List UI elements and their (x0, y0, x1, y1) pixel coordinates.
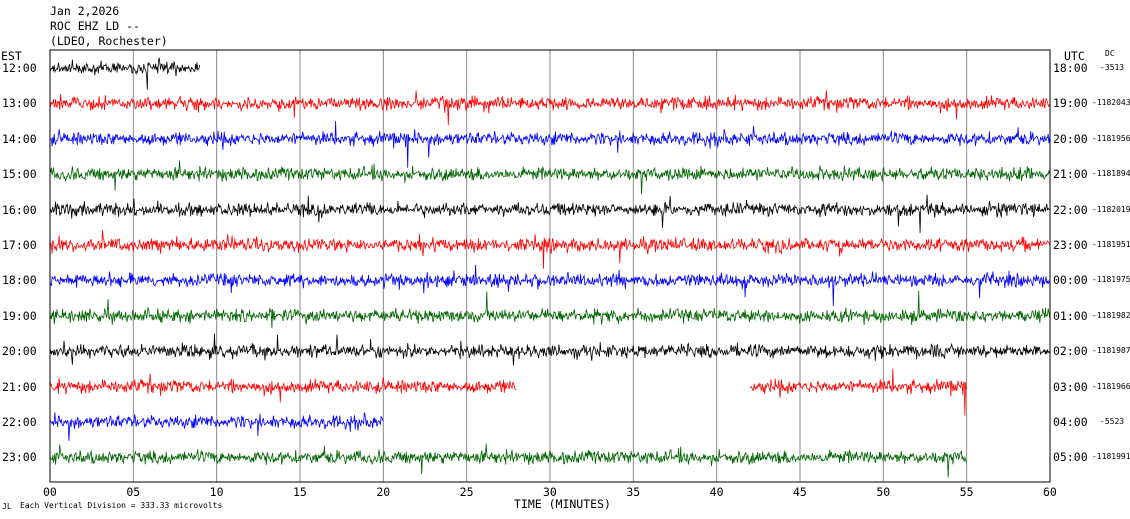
dc-title: DC (1105, 49, 1115, 58)
trace-1400-blue (49, 120, 1050, 168)
row-label-utc: 04:00 (1053, 415, 1088, 429)
trace-2100-red (749, 368, 967, 416)
trace-2200-blue (49, 412, 384, 441)
minute-grid (132, 50, 968, 482)
row-label-dc: -1181966 (1092, 381, 1130, 391)
x-tick-label: 35 (626, 485, 641, 499)
row-label-dc: -3513 (1100, 63, 1125, 72)
row-label-utc: 23:00 (1053, 238, 1088, 252)
x-tick-label: 15 (293, 485, 307, 499)
header-network: (LDEO, Rochester) (50, 34, 168, 49)
row-label-utc: 20:00 (1053, 131, 1088, 146)
x-tick-label: 10 (209, 485, 224, 499)
x-tick-label: 40 (709, 485, 724, 499)
row-label-est: 19:00 (2, 308, 37, 323)
x-tick-label: 55 (959, 485, 974, 499)
row-label-dc: -1181951 (1092, 240, 1130, 249)
row-label-dc: -1181975 (1092, 275, 1130, 285)
row-label-dc: -1181987 (1092, 346, 1130, 356)
x-tick-label: 20 (376, 485, 391, 499)
trace-2300-green (49, 443, 967, 478)
trace-1500-green (49, 160, 1050, 195)
left-axis-title: EST (1, 49, 22, 63)
x-tick-label: 50 (876, 485, 891, 499)
x-tick-label: 45 (793, 485, 807, 499)
row-label-est: 20:00 (2, 344, 37, 359)
row-label-utc: 21:00 (1053, 167, 1088, 182)
row-label-est: 15:00 (2, 167, 37, 182)
x-tick-label: 60 (1043, 485, 1057, 499)
row-label-est: 21:00 (2, 379, 37, 394)
trace-1200-black (49, 57, 201, 90)
row-label-utc: 05:00 (1053, 450, 1088, 465)
row-label-utc: 03:00 (1053, 379, 1088, 394)
x-tick-label: 05 (126, 485, 141, 499)
header-station: ROC EHZ LD -- (50, 19, 141, 34)
row-label-dc: -1182019 (1092, 204, 1130, 214)
right-axis-title: UTC (1064, 49, 1085, 63)
plot-frame (49, 49, 1051, 483)
row-label-est: 16:00 (2, 202, 37, 217)
row-label-dc: -1181982 (1092, 310, 1130, 320)
plot-border (49, 49, 1051, 483)
row-label-est: 12:00 (2, 61, 37, 75)
row-label-est: 22:00 (2, 415, 37, 429)
row-label-est: 14:00 (2, 131, 37, 146)
x-tick-label: 30 (543, 485, 557, 499)
trace-1300-red (49, 90, 1050, 126)
trace-1900-green (49, 290, 1050, 329)
row-label-utc: 18:00 (1053, 61, 1088, 75)
row-label-est: 13:00 (2, 96, 37, 111)
row-label-utc: 00:00 (1053, 273, 1088, 288)
row-label-dc: -1181894 (1092, 169, 1130, 179)
trace-1800-blue (49, 264, 1050, 307)
footer-scale: Each Vertical Division = 333.33 microvol… (20, 501, 223, 510)
row-label-est: 23:00 (2, 450, 37, 465)
header-date: Jan 2,2026 (50, 4, 120, 19)
row-label-dc: -1181991 (1092, 452, 1130, 462)
x-tick-label: 25 (459, 485, 474, 499)
seismic-traces (49, 57, 1050, 478)
trace-1600-black (49, 194, 1050, 233)
row-label-est: 17:00 (2, 238, 37, 252)
x-axis-label: TIME (MINUTES) (514, 497, 611, 511)
footer-corner: JL (2, 502, 12, 511)
row-label-utc: 22:00 (1053, 202, 1088, 217)
row-label-dc: -5523 (1100, 417, 1125, 426)
row-label-utc: 19:00 (1053, 96, 1088, 111)
row-label-dc: -1182043 (1092, 98, 1130, 108)
x-tick-label: 00 (43, 485, 57, 499)
trace-2100-red (49, 373, 517, 403)
row-label-dc: -1181956 (1092, 133, 1130, 143)
row-label-est: 18:00 (2, 273, 37, 288)
row-label-utc: 01:00 (1053, 308, 1088, 323)
trace-1700-red (49, 229, 1050, 269)
trace-2000-black (49, 333, 1050, 366)
row-label-utc: 02:00 (1053, 344, 1088, 359)
